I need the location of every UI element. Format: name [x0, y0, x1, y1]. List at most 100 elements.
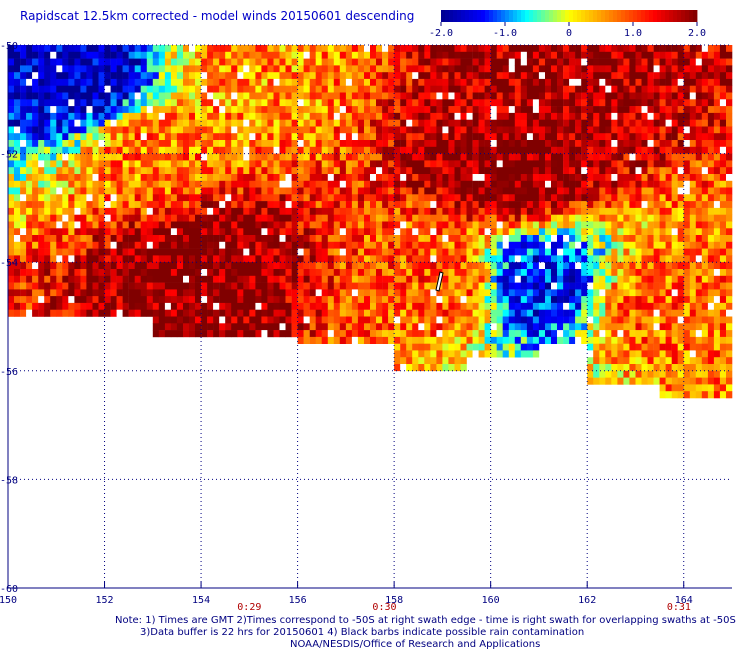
heatmap-cell [520, 228, 528, 236]
heatmap-cell [575, 72, 582, 80]
heatmap-cell [436, 45, 443, 53]
heatmap-cell [382, 221, 389, 229]
heatmap-cell [86, 140, 93, 148]
heatmap-cell [490, 309, 497, 317]
heatmap-cell [569, 85, 576, 93]
heatmap-cell [659, 275, 666, 283]
heatmap-cell [641, 241, 648, 249]
heatmap-cell [508, 296, 516, 304]
heatmap-cell [490, 167, 497, 175]
heatmap-cell [520, 309, 528, 317]
heatmap-cell [38, 228, 45, 236]
heatmap-cell [611, 153, 618, 161]
heatmap-cell [665, 207, 672, 215]
heatmap-cell [412, 289, 419, 297]
heatmap-cell [339, 255, 347, 263]
heatmap-cell [448, 323, 455, 331]
heatmap-cell [26, 99, 33, 107]
heatmap-cell [273, 289, 280, 297]
heatmap-cell [50, 78, 57, 86]
heatmap-cell [454, 45, 461, 53]
heatmap-cell [279, 269, 286, 277]
heatmap-cell [617, 153, 624, 161]
heatmap-cell [593, 153, 600, 161]
heatmap-cell [128, 146, 135, 154]
heatmap-cell [279, 235, 286, 243]
heatmap-cell [98, 112, 105, 120]
heatmap-cell [315, 248, 322, 256]
heatmap-cell [297, 146, 304, 154]
heatmap-cell [219, 106, 226, 114]
heatmap-cell [255, 275, 262, 283]
heatmap-cell [677, 72, 684, 80]
heatmap-cell [617, 296, 624, 304]
heatmap-cell [394, 167, 401, 175]
heatmap-cell [587, 364, 594, 372]
heatmap-cell [364, 51, 371, 59]
heatmap-cell [333, 112, 341, 120]
heatmap-cell [514, 323, 522, 331]
heatmap-cell [176, 153, 184, 161]
heatmap-cell [56, 201, 63, 209]
heatmap-cell [581, 302, 588, 310]
heatmap-cell [454, 241, 461, 249]
heatmap-cell [315, 160, 322, 168]
heatmap-cell [297, 106, 304, 114]
heatmap-cell [26, 126, 33, 134]
heatmap-cell [189, 119, 196, 127]
heatmap-cell [496, 269, 503, 277]
heatmap-cell [32, 126, 39, 134]
heatmap-cell [508, 160, 516, 168]
heatmap-cell [611, 309, 618, 317]
heatmap-cell [623, 133, 630, 141]
heatmap-cell [514, 336, 522, 344]
heatmap-cell [26, 289, 33, 297]
heatmap-cell [104, 214, 111, 222]
heatmap-cell [448, 289, 455, 297]
heatmap-cell [14, 282, 21, 290]
heatmap-cell [647, 106, 654, 114]
heatmap-cell [412, 187, 419, 195]
heatmap-cell [74, 302, 81, 310]
heatmap-cell [8, 72, 15, 80]
heatmap-cell [671, 78, 678, 86]
heatmap-cell [261, 180, 268, 188]
heatmap-cell [623, 160, 630, 168]
heatmap-cell [442, 241, 449, 249]
heatmap-cell [219, 201, 226, 209]
heatmap-cell [538, 153, 546, 161]
heatmap-cell [448, 336, 455, 344]
heatmap-cell [201, 194, 208, 202]
heatmap-cell [14, 106, 21, 114]
heatmap-cell [20, 187, 27, 195]
heatmap-cell [279, 126, 286, 134]
heatmap-cell [225, 221, 232, 229]
heatmap-cell [170, 289, 178, 297]
heatmap-cell [575, 78, 582, 86]
heatmap-cell [460, 282, 467, 290]
heatmap-cell [213, 85, 220, 93]
heatmap-cell [122, 201, 129, 209]
heatmap-cell [683, 85, 690, 93]
heatmap-cell [128, 119, 135, 127]
heatmap-cell [98, 248, 105, 256]
heatmap-cell [382, 174, 389, 182]
heatmap-cell [315, 51, 322, 59]
heatmap-cell [219, 194, 226, 202]
heatmap-cell [647, 364, 654, 372]
heatmap-cell [532, 119, 540, 127]
heatmap-cell [635, 275, 642, 283]
heatmap-cell [472, 160, 479, 168]
heatmap-cell [575, 133, 582, 141]
heatmap-cell [394, 255, 401, 263]
heatmap-cell [653, 262, 660, 270]
heatmap-cell [508, 187, 516, 195]
heatmap-cell [285, 316, 292, 324]
heatmap-cell [526, 146, 534, 154]
heatmap-cell [50, 228, 57, 236]
heatmap-cell [297, 119, 304, 127]
heatmap-cell [183, 174, 190, 182]
heatmap-cell [364, 112, 371, 120]
heatmap-cell [508, 99, 516, 107]
heatmap-cell [376, 309, 383, 317]
